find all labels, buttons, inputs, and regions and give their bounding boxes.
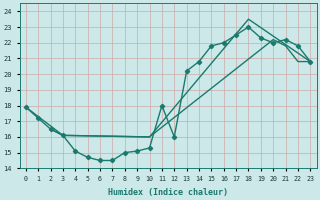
- X-axis label: Humidex (Indice chaleur): Humidex (Indice chaleur): [108, 188, 228, 197]
